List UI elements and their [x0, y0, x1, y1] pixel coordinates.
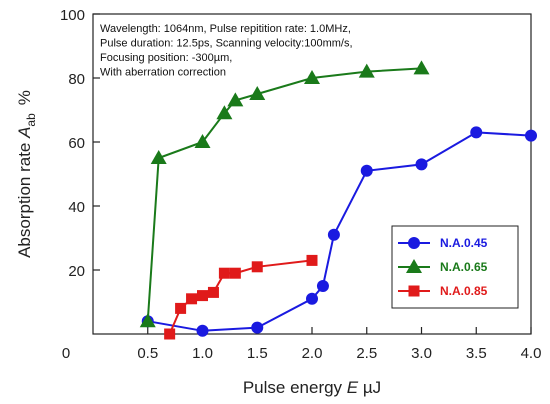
legend-item: N.A.0.65: [398, 259, 488, 274]
legend-label: N.A.0.45: [440, 236, 488, 250]
y-tick-label: 20: [68, 263, 85, 280]
y-tick-label: 100: [60, 7, 85, 24]
data-point: [415, 158, 428, 171]
data-point: [197, 290, 208, 302]
legend-marker: [408, 237, 420, 249]
series-triangle: [139, 60, 430, 328]
data-point: [196, 324, 209, 337]
x-tick-label: 0.5: [137, 345, 158, 362]
data-point: [229, 267, 241, 279]
data-point: [186, 293, 198, 305]
data-point: [150, 150, 167, 164]
annotation-line: Pulse duration: 12.5ps, Scanning velocit…: [100, 38, 353, 50]
data-point: [207, 286, 219, 298]
x-tick-label: 2.0: [302, 345, 323, 362]
y-tick-label: 40: [68, 199, 85, 216]
data-point: [360, 164, 373, 177]
data-point: [306, 254, 318, 266]
data-point: [216, 105, 233, 120]
data-point: [249, 86, 266, 100]
data-point: [304, 70, 320, 84]
data-point: [175, 302, 187, 314]
legend-marker: [408, 285, 420, 297]
data-point: [251, 321, 264, 334]
annotation-line: With aberration correction: [100, 67, 226, 79]
plot-frame: [92, 13, 532, 335]
x-tick-label: 2.5: [356, 345, 377, 362]
data-point: [470, 126, 483, 139]
data-point: [251, 261, 263, 273]
annotation-line: Wavelength: 1064nm, Pulse repitition rat…: [100, 23, 351, 35]
legend-marker: [406, 259, 422, 273]
data-point: [194, 134, 211, 148]
data-point: [525, 129, 537, 142]
x-tick-label: 3.5: [466, 345, 487, 362]
series-layer: [139, 60, 537, 340]
x-tick-label: 4.0: [521, 345, 542, 362]
series-line: [146, 67, 422, 322]
data-point: [358, 63, 375, 78]
y-tick-label: 60: [68, 135, 85, 152]
data-point: [327, 228, 340, 241]
origin-label: 0: [62, 345, 70, 362]
x-tick-label: 1.5: [247, 345, 268, 362]
data-point: [227, 92, 244, 107]
annotation-line: Focusing position: -300µm,: [100, 52, 232, 64]
series-square: [164, 254, 318, 340]
y-axis-title: Absorption rate Aab%: [15, 90, 38, 258]
legend-item: N.A.0.85: [398, 284, 488, 298]
legend-item: N.A.0.45: [398, 236, 488, 250]
data-point: [164, 328, 176, 340]
legend: N.A.0.45 N.A.0.65 N.A.0.85: [391, 225, 519, 309]
data-point: [316, 280, 329, 292]
x-tick-label: 1.0: [192, 345, 213, 362]
series-circle: [141, 126, 537, 337]
ticks-layer: 0.5 1.0 1.5 2.0 2.5 3.0 3.5 4.0 20 40 60 80 100: [60, 7, 541, 362]
data-point: [218, 267, 230, 279]
y-tick-label: 80: [68, 71, 85, 88]
data-point: [413, 60, 430, 75]
x-axis-title: Pulse energy E µJ: [243, 378, 381, 397]
series-line: [147, 131, 532, 332]
data-point: [139, 313, 156, 328]
x-tick-label: 3.0: [411, 345, 432, 362]
legend-label: N.A.0.65: [440, 260, 488, 274]
legend-label: N.A.0.85: [440, 284, 488, 298]
annotation: Wavelength: 1064nm, Pulse repitition rat…: [100, 23, 353, 79]
data-point: [306, 292, 318, 305]
